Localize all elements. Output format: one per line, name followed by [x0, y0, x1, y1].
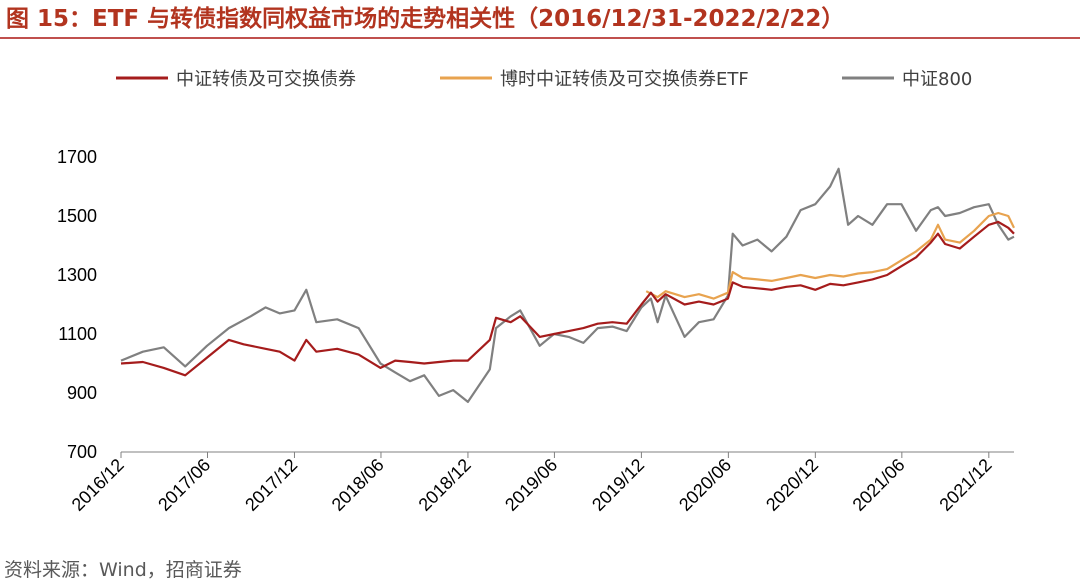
x-axis: 2016/12 2017/06 2017/12 2018/06 2018/12 2019/…	[68, 451, 1014, 515]
x-tick-label: 2018/12	[415, 455, 475, 515]
x-tick-label: 2020/06	[675, 455, 735, 515]
legend-label: 博时中证转债及可交换债券ETF	[500, 69, 749, 90]
y-tick-label: 700	[67, 442, 97, 462]
y-tick-label: 1100	[58, 324, 97, 344]
title-divider	[0, 37, 1080, 39]
y-tick-label: 1300	[57, 265, 97, 285]
legend-label: 中证800	[902, 69, 972, 90]
legend-label: 中证转债及可交换债券	[176, 69, 356, 90]
legend: 中证转债及可交换债券 博时中证转债及可交换债券ETF 中证800	[116, 69, 972, 90]
series-line-1	[645, 211, 1015, 300]
x-tick-label: 2019/06	[501, 455, 561, 515]
line-chart: 中证转债及可交换债券 博时中证转债及可交换债券ETF 中证800 700 900 110…	[57, 69, 1015, 515]
plot-lines	[120, 167, 1015, 403]
x-tick-label: 2017/12	[241, 455, 301, 515]
x-tick-label: 2017/06	[154, 455, 214, 515]
x-tick-label: 2018/06	[328, 455, 388, 515]
x-tick-label: 2016/12	[68, 455, 128, 515]
x-tick-label: 2021/12	[935, 455, 995, 515]
y-axis: 700 900 1100 1300 1500 1700	[57, 147, 97, 462]
series-line-0	[120, 220, 1015, 377]
x-tick-label: 2021/06	[849, 455, 909, 515]
series-line-2	[120, 167, 1015, 403]
x-tick-label: 2020/12	[762, 455, 822, 515]
y-tick-label: 1700	[57, 147, 97, 167]
y-tick-label: 900	[67, 383, 97, 403]
x-tick-label: 2019/12	[588, 455, 648, 515]
figure-title: 图 15：ETF 与转债指数同权益市场的走势相关性（2016/12/31-202…	[6, 6, 845, 32]
y-tick-label: 1500	[57, 206, 97, 226]
source-note: 资料来源：Wind，招商证券	[4, 559, 242, 581]
